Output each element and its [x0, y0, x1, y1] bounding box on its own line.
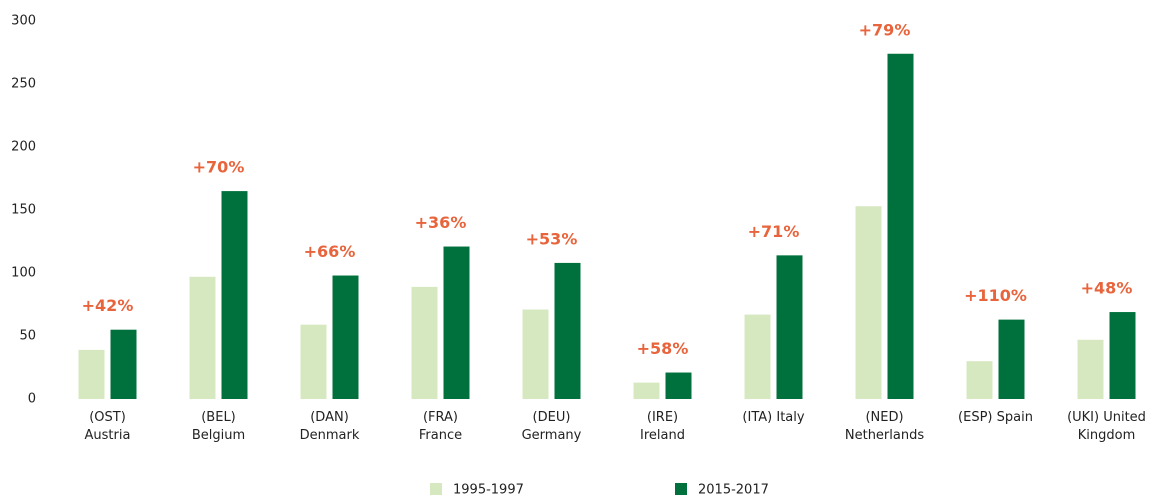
x-tick-label-line: Netherlands: [845, 428, 924, 443]
bar: [78, 349, 105, 399]
x-tick-label: (DAN) Denmark: [300, 410, 360, 443]
x-tick-label-line: (NED): [865, 410, 903, 425]
legend-swatch: [430, 483, 442, 495]
x-tick-label: (DEU) Germany: [522, 410, 582, 443]
bar: [1109, 312, 1136, 399]
x-tick-label-line: Austria: [85, 428, 131, 443]
x-tick-label-line: (ITA) Italy: [742, 410, 804, 425]
x-tick-label: (ITA) Italy: [742, 410, 804, 425]
legend-label: 1995-1997: [453, 483, 524, 498]
annotation: +70%: [193, 158, 245, 177]
bar: [189, 276, 216, 399]
annotation: +110%: [964, 286, 1027, 305]
x-tick-label: (UKI) United Kingdom: [1067, 410, 1146, 443]
y-tick-label: 0: [28, 392, 36, 407]
x-tick-label-line: (DEU): [533, 410, 571, 425]
x-tick-label: (BEL) Belgium: [192, 410, 245, 443]
x-tick-label: (ESP) Spain: [958, 410, 1033, 425]
x-tick-label: (IRE) Ireland: [640, 410, 685, 443]
annotation: +71%: [748, 222, 800, 241]
annotation: +48%: [1081, 279, 1133, 298]
x-tick-label-line: Ireland: [640, 428, 685, 443]
x-tick-label-line: (DAN): [310, 410, 349, 425]
y-tick-label: 300: [11, 14, 36, 29]
annotation: +58%: [637, 339, 689, 358]
bar: [443, 246, 470, 399]
bar: [744, 314, 771, 399]
bar: [554, 262, 581, 399]
x-tick-label: (FRA) France: [419, 410, 462, 443]
x-tick-label-line: Belgium: [192, 428, 245, 443]
y-tick-label: 150: [11, 203, 36, 218]
x-tick-label-line: (UKI) United: [1067, 410, 1146, 425]
x-tick-label: (OST) Austria: [85, 410, 131, 443]
x-tick-label-line: Denmark: [300, 428, 360, 443]
bar: [221, 191, 248, 399]
legend-swatch: [675, 483, 687, 495]
y-tick-label: 50: [19, 329, 36, 344]
bar: [887, 53, 914, 399]
x-tick-label-line: (ESP) Spain: [958, 410, 1033, 425]
bar: [522, 309, 549, 399]
bar: [998, 319, 1025, 399]
x-tick-label-line: (BEL): [201, 410, 236, 425]
bar: [332, 275, 359, 399]
annotation: +53%: [526, 229, 578, 248]
x-tick-label-line: (OST): [89, 410, 126, 425]
x-tick-label-line: Germany: [522, 428, 582, 443]
bar: [110, 329, 137, 399]
bar: [1077, 339, 1104, 399]
bar: [665, 372, 692, 399]
annotation: +42%: [82, 296, 134, 315]
bar: [776, 255, 803, 399]
y-tick-label: 250: [11, 77, 36, 92]
x-tick-label: (NED) Netherlands: [845, 410, 924, 443]
y-tick-label: 100: [11, 266, 36, 281]
y-tick-label: 200: [11, 140, 36, 155]
bar: [966, 361, 993, 399]
legend-label: 2015-2017: [698, 483, 769, 498]
bar: [411, 286, 438, 399]
bar: [855, 206, 882, 399]
x-tick-label-line: (IRE): [647, 410, 678, 425]
bar: [633, 382, 660, 399]
annotation: +36%: [415, 213, 467, 232]
annotation: +79%: [859, 20, 911, 39]
x-tick-label-line: Kingdom: [1078, 428, 1136, 443]
x-tick-label-line: France: [419, 428, 462, 443]
x-tick-label-line: (FRA): [423, 410, 458, 425]
annotation: +66%: [304, 242, 356, 261]
bar: [300, 324, 327, 399]
